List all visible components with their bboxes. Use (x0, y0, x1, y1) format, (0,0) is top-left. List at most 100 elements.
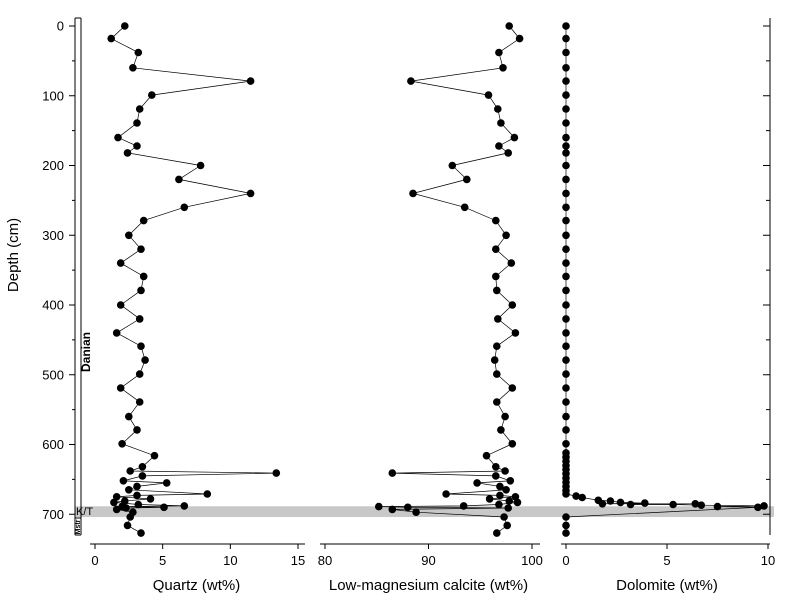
data-point (463, 175, 471, 184)
series-line-3 (565, 26, 765, 534)
data-point (116, 301, 125, 309)
panel-3 (562, 22, 768, 537)
data-point (562, 490, 570, 498)
x-tick-label: 90 (421, 553, 435, 568)
data-point (626, 500, 635, 509)
data-point (493, 529, 501, 537)
data-point (133, 482, 141, 491)
data-point (404, 503, 412, 512)
data-point (409, 189, 417, 198)
data-point (495, 142, 503, 150)
data-point (562, 22, 570, 30)
data-point (505, 497, 513, 505)
data-point (112, 493, 121, 501)
data-point (754, 503, 762, 512)
data-point (137, 342, 145, 351)
data-point (760, 502, 768, 510)
data-point (562, 426, 570, 434)
data-point (112, 329, 121, 337)
data-point (116, 384, 125, 392)
unit-label-kt: K/T (76, 506, 93, 518)
data-point (562, 370, 570, 378)
y-tick-label: 200 (42, 158, 64, 173)
data-point (180, 203, 189, 212)
data-point (598, 500, 607, 508)
series-line-2 (378, 25, 521, 534)
data-point (697, 501, 706, 510)
data-point (562, 286, 570, 295)
data-point (496, 482, 504, 491)
x-tick-label: 10 (223, 553, 237, 568)
x-tick-label: 0 (562, 553, 569, 568)
data-point (562, 133, 570, 142)
data-point (388, 469, 397, 477)
y-tick-label: 700 (42, 507, 64, 522)
y-tick-label: 300 (42, 228, 64, 243)
data-point (137, 286, 145, 295)
data-point (375, 502, 383, 511)
data-point (473, 479, 481, 487)
x-tick-label: 10 (761, 553, 775, 568)
x-axis-title-1: Quartz (wt%) (153, 577, 241, 594)
data-point (495, 48, 503, 57)
data-point (137, 245, 145, 253)
data-point (502, 231, 510, 240)
data-point (135, 315, 144, 323)
data-point (493, 370, 501, 378)
data-point (148, 91, 156, 99)
data-point (203, 490, 212, 498)
data-point (484, 91, 493, 99)
data-point (508, 301, 517, 309)
data-point (562, 315, 570, 323)
data-point (495, 500, 503, 509)
data-point (562, 161, 570, 170)
data-point (114, 133, 122, 142)
data-point (150, 451, 159, 460)
data-point (503, 521, 512, 530)
data-point (125, 231, 133, 240)
data-point (616, 498, 625, 507)
data-point (141, 356, 149, 364)
panel-2 (375, 22, 524, 537)
data-point (508, 384, 517, 392)
data-point (412, 508, 420, 516)
data-point (139, 272, 148, 281)
data-point (562, 329, 570, 337)
data-point (562, 149, 570, 157)
data-point (562, 34, 570, 43)
data-point (492, 245, 500, 253)
data-point (562, 142, 570, 150)
data-point (133, 491, 141, 500)
data-point (494, 105, 502, 113)
data-point (497, 426, 505, 434)
data-point (562, 398, 570, 406)
data-point (138, 463, 147, 471)
data-point (125, 412, 133, 421)
data-point (493, 342, 501, 351)
data-point (562, 521, 570, 530)
data-point (562, 64, 570, 72)
data-point (511, 329, 520, 337)
y-tick-label: 0 (57, 19, 64, 34)
data-point (641, 499, 649, 507)
data-point (135, 105, 144, 113)
data-point (126, 513, 134, 521)
data-point (388, 505, 397, 514)
data-point (492, 272, 500, 281)
data-point (562, 77, 570, 85)
data-point (122, 504, 130, 512)
data-point (562, 175, 570, 184)
data-point (196, 161, 205, 170)
data-point (460, 203, 469, 212)
data-point (134, 500, 143, 509)
data-point (562, 384, 570, 392)
data-point (133, 142, 141, 150)
data-point (515, 34, 524, 43)
data-point (162, 479, 171, 487)
data-point (119, 477, 128, 485)
data-point (562, 342, 570, 351)
data-point (562, 189, 570, 198)
data-point (497, 119, 505, 127)
